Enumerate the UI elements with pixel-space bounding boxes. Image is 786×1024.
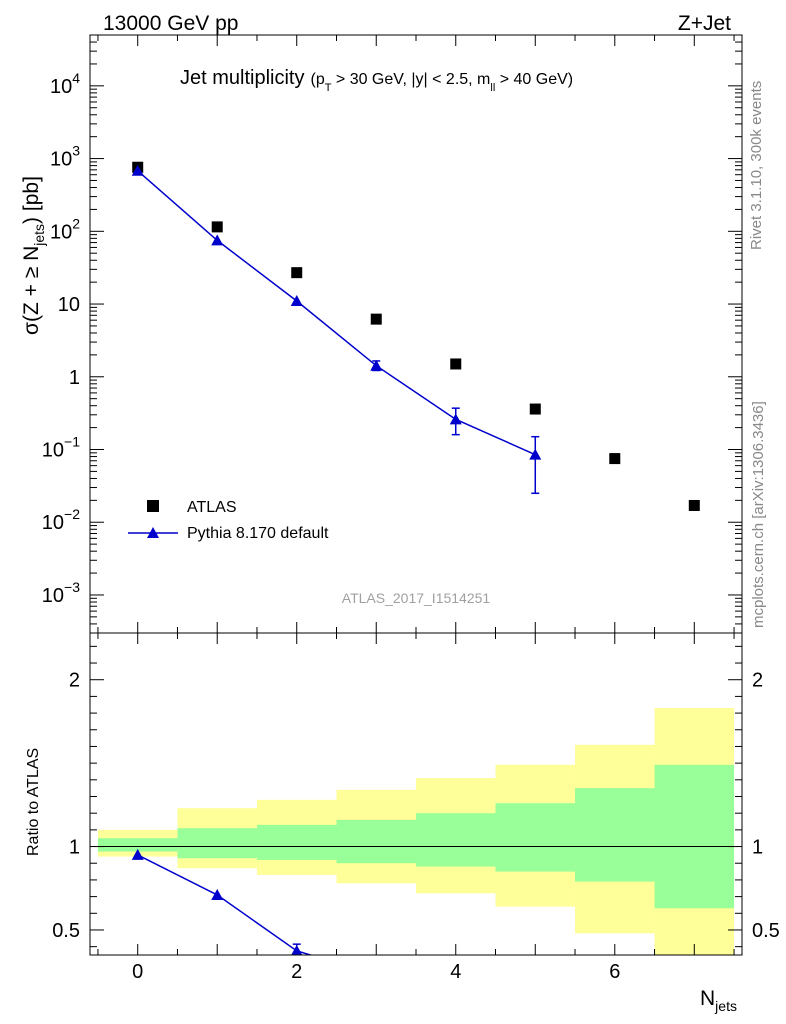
rivet-version: Rivet 3.1.10, 300k events: [748, 81, 765, 250]
header-right: Z+Jet: [678, 12, 731, 35]
pythia-line: [137, 170, 536, 456]
y-tick-label: 10−2: [42, 506, 80, 534]
main-plot-frame: [89, 34, 743, 634]
y-tick-label: 104: [50, 70, 80, 98]
ratio-band-inner: [495, 803, 576, 872]
y-tick-label: 10: [58, 294, 80, 316]
x-axis-label: Njets: [700, 987, 737, 1014]
ratio-band-inner: [97, 838, 178, 852]
legend-atlas-marker: [147, 500, 159, 512]
plot-title: Jet multiplicity (pT > 30 GeV, |y| < 2.5,…: [180, 67, 573, 94]
pythia-ratio-point: [131, 848, 144, 860]
ratio-band-inner: [177, 828, 257, 859]
x-tick-label: 6: [609, 961, 620, 983]
pythia-ratio-line: [137, 854, 314, 955]
pythia-data-point: [211, 234, 224, 246]
legend-pythia-label: Pythia 8.170 default: [187, 525, 329, 542]
y-tick-label: 10−3: [42, 579, 80, 607]
pythia-ratio-point: [291, 944, 303, 955]
pythia-data-point: [290, 295, 303, 307]
atlas-data-point: [211, 221, 223, 233]
x-tick-label: 0: [132, 961, 143, 983]
pythia-data-point: [370, 359, 383, 371]
atlas-data-point: [688, 499, 700, 511]
legend-atlas-label: ATLAS: [187, 499, 237, 516]
legend-pythia-marker: [147, 527, 159, 538]
x-tick-label: 4: [450, 961, 461, 983]
ratio-plot-frame: [89, 632, 743, 956]
pythia-data-point: [131, 164, 144, 176]
atlas-data-point: [529, 403, 541, 415]
ratio-band-inner: [336, 819, 416, 864]
legend: ATLAS Pythia 8.170 default: [128, 499, 329, 542]
atlas-data-point: [609, 453, 621, 465]
ratio-y-tick-label: 2: [69, 670, 80, 692]
ratio-band-inner: [416, 813, 496, 867]
axis-ticks: 0 2 4 6 10−3 10−2 10−1 1 10 102 103 104 0.5 0.5 1 1 2 2: [42, 34, 780, 983]
header-left: 13000 GeV pp: [103, 12, 238, 35]
analysis-watermark: ATLAS_2017_I1514251: [342, 590, 491, 606]
atlas-data-point: [450, 358, 462, 370]
ratio-y-tick-label-right: 2: [752, 670, 763, 692]
ratio-band-inner: [575, 788, 655, 882]
mcplots-credit: mcplots.cern.ch [arXiv:1306.3436]: [750, 401, 767, 628]
ratio-y-axis-label: Ratio to ATLAS: [25, 748, 42, 856]
ratio-bands: [90, 708, 742, 955]
ratio-y-tick-label-right: 1: [752, 837, 763, 859]
y-tick-label: 1: [69, 367, 80, 389]
y-tick-label: 10−1: [42, 434, 80, 462]
ratio-y-tick-label: 0.5: [52, 920, 80, 942]
pythia-data-point: [529, 448, 542, 460]
pythia-ratio-point: [211, 888, 224, 900]
pythia-data-point: [449, 413, 462, 425]
ratio-band-inner: [654, 764, 735, 909]
ratio-y-tick-label: 1: [69, 837, 80, 859]
ratio-band-inner: [256, 824, 337, 860]
atlas-data-point: [291, 267, 303, 279]
data-points: [131, 161, 700, 955]
y-tick-label: 103: [50, 143, 80, 171]
atlas-data-point: [370, 313, 382, 325]
ratio-series: [131, 848, 314, 955]
y-axis-label: σ(Z + ≥ Njets) [pb]: [20, 176, 47, 335]
ratio-y-tick-label-right: 0.5: [752, 920, 780, 942]
x-tick-label: 2: [291, 961, 302, 983]
y-tick-label: 102: [50, 215, 80, 243]
